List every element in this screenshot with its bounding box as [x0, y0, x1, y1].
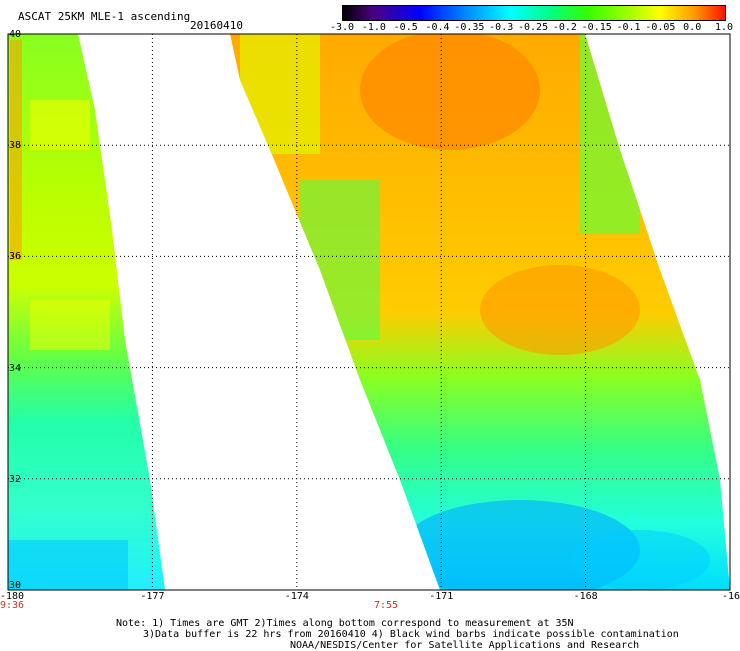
colorbar-tick-label: -0.1 — [616, 22, 641, 33]
colorbar-tick-label: -0.15 — [581, 22, 612, 33]
graticule — [8, 34, 730, 590]
y-tick-label: 30 — [9, 580, 22, 591]
x-tick-label: -174 — [284, 591, 309, 602]
colorbar-tick-label: -0.05 — [645, 22, 676, 33]
colorbar-tick-label: 1.0 — [715, 22, 734, 33]
date-label: 20160410 — [190, 19, 243, 32]
note-line-2: 3)Data buffer is 22 hrs from 20160410 4)… — [143, 629, 679, 640]
note-line-3: NOAA/NESDIS/Center for Satellite Applica… — [290, 640, 640, 651]
pass-time-right: 7:55 — [374, 600, 399, 611]
x-tick-label: -168 — [573, 591, 598, 602]
colorbar-tick-label: 0.0 — [683, 22, 702, 33]
colorbar-tick-label: -0.3 — [489, 22, 514, 33]
colorbar-tick-label: -0.35 — [454, 22, 485, 33]
colorbar-tick-label: -0.5 — [393, 22, 418, 33]
x-tick-label: -177 — [140, 591, 165, 602]
y-tick-label: 40 — [9, 29, 22, 40]
x-tick-label: -165 — [722, 591, 740, 602]
y-tick-label: 32 — [9, 473, 22, 485]
x-tick-label: -180 — [0, 591, 25, 602]
pass-time-left: 9:36 — [0, 600, 25, 611]
colorbar-tick-label: -0.25 — [518, 22, 549, 33]
colorbar-tick-label: -0.2 — [552, 22, 577, 33]
map-frame — [7, 33, 731, 591]
y-tick-label: 34 — [9, 362, 22, 374]
right-swath — [230, 34, 730, 590]
colorbar-tick-label: -0.4 — [425, 22, 450, 33]
note-line-1: Note: 1) Times are GMT 2)Times along bot… — [116, 618, 574, 629]
product-title: ASCAT 25KM MLE-1 ascending — [18, 10, 191, 23]
colorbar-tick-label: -1.0 — [361, 22, 386, 33]
left-swath — [8, 34, 165, 590]
colorbar — [342, 5, 726, 21]
colorbar-tick-label: -3.0 — [330, 22, 355, 33]
y-tick-label: 38 — [9, 140, 22, 152]
y-tick-label: 36 — [9, 251, 22, 263]
x-tick-label: -171 — [429, 591, 454, 602]
